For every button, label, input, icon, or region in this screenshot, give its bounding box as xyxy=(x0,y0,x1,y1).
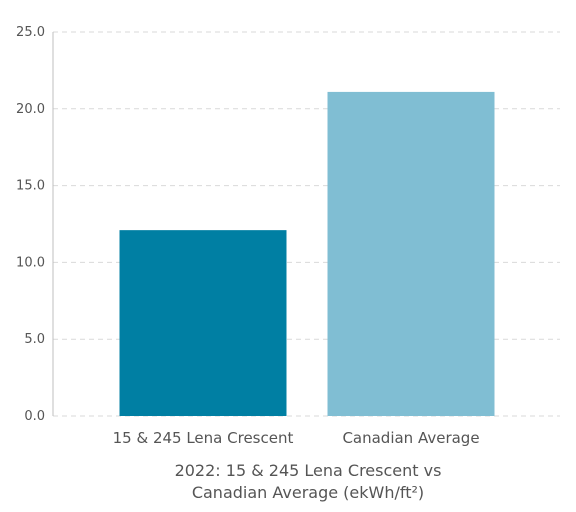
chart-title-line-2: Canadian Average (ekWh/ft²) xyxy=(192,483,424,502)
y-axis-ticks: 0.0 5.0 10.0 15.0 20.0 25.0 xyxy=(16,25,45,424)
y-tick-label: 0.0 xyxy=(24,409,45,424)
x-category-label: Canadian Average xyxy=(342,429,479,447)
bars xyxy=(119,91,495,417)
chart-title-line-1: 2022: 15 & 245 Lena Crescent vs xyxy=(175,461,442,480)
y-tick-label: 5.0 xyxy=(24,332,45,347)
y-tick-label: 20.0 xyxy=(16,102,45,117)
bar-1 xyxy=(119,230,287,416)
y-tick-label: 25.0 xyxy=(16,25,45,40)
x-axis-labels: 15 & 245 Lena Crescent Canadian Average xyxy=(113,429,480,447)
y-tick-label: 10.0 xyxy=(16,255,45,270)
x-category-label: 15 & 245 Lena Crescent xyxy=(113,429,294,447)
y-tick-label: 15.0 xyxy=(16,179,45,194)
bar-2 xyxy=(327,91,495,417)
